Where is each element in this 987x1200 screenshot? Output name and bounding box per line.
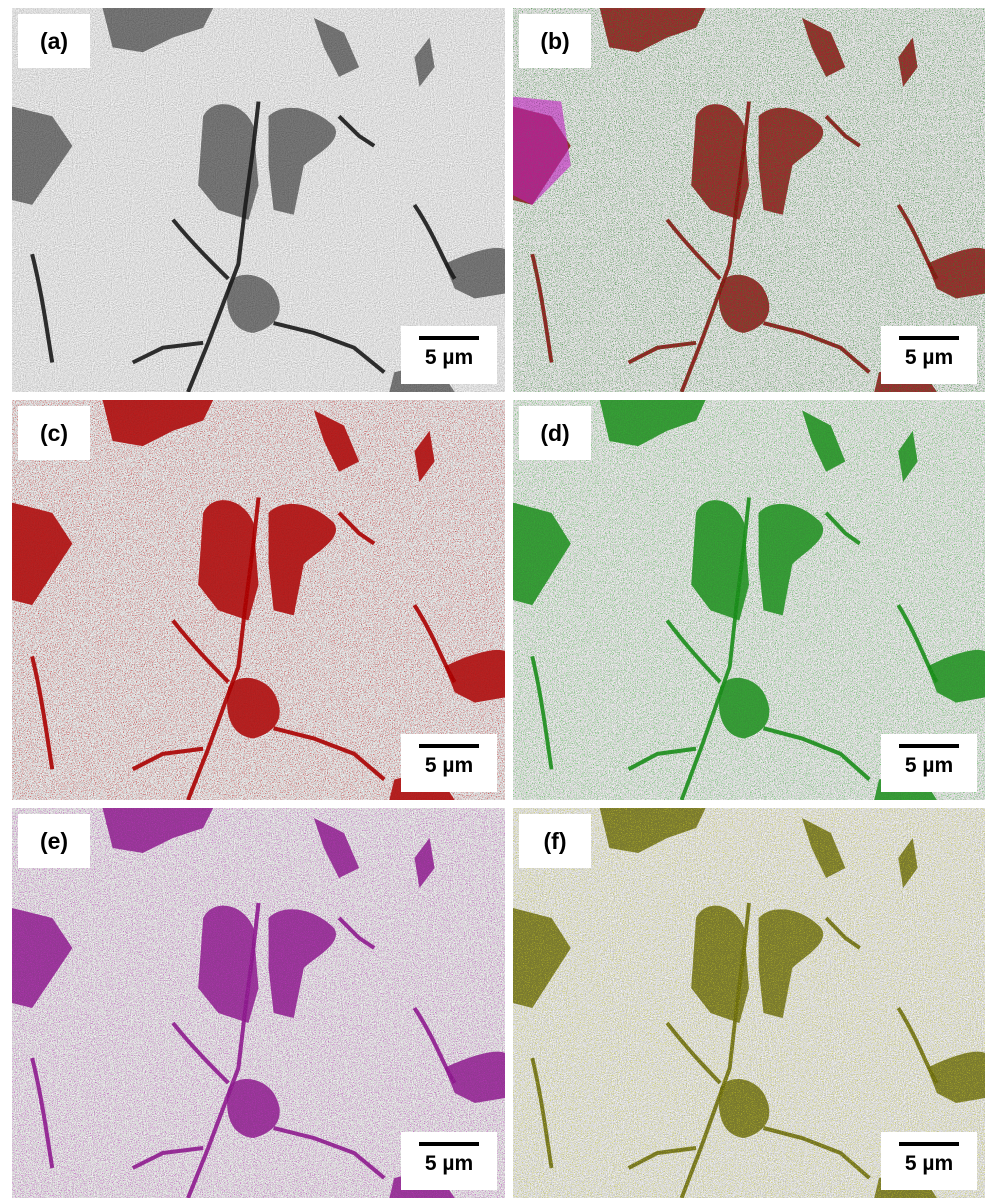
scale-bar: 5 µm [881, 1132, 977, 1190]
panel-label: (d) [519, 406, 591, 460]
scale-bar-text: 5 µm [401, 346, 497, 370]
scale-bar-text: 5 µm [881, 1152, 977, 1176]
panel-label: (c) [18, 406, 90, 460]
micrograph-panel: (d) 5 µm [513, 400, 985, 800]
scale-bar-line [419, 744, 479, 748]
scale-bar-line [899, 1142, 959, 1146]
scale-bar-text: 5 µm [401, 754, 497, 778]
panel-label: (b) [519, 14, 591, 68]
scale-bar-text: 5 µm [881, 346, 977, 370]
scale-bar: 5 µm [401, 1132, 497, 1190]
panel-label: (e) [18, 814, 90, 868]
figure: (a) 5 µm (b) 5 µm (c) 5 µm (d) 5 µm (e) 5 µm (f) 5 … [0, 0, 987, 1200]
scale-bar: 5 µm [881, 326, 977, 384]
micrograph-panel: (c) 5 µm [12, 400, 505, 800]
scale-bar-line [419, 1142, 479, 1146]
micrograph-panel: (f) 5 µm [513, 808, 985, 1198]
micrograph-panel: (a) 5 µm [12, 8, 505, 392]
scale-bar: 5 µm [401, 734, 497, 792]
scale-bar: 5 µm [401, 326, 497, 384]
scale-bar-text: 5 µm [401, 1152, 497, 1176]
panel-label: (f) [519, 814, 591, 868]
scale-bar-line [419, 336, 479, 340]
scale-bar-line [899, 744, 959, 748]
panel-label: (a) [18, 14, 90, 68]
scale-bar-text: 5 µm [881, 754, 977, 778]
micrograph-panel: (b) 5 µm [513, 8, 985, 392]
scale-bar: 5 µm [881, 734, 977, 792]
micrograph-panel: (e) 5 µm [12, 808, 505, 1198]
scale-bar-line [899, 336, 959, 340]
